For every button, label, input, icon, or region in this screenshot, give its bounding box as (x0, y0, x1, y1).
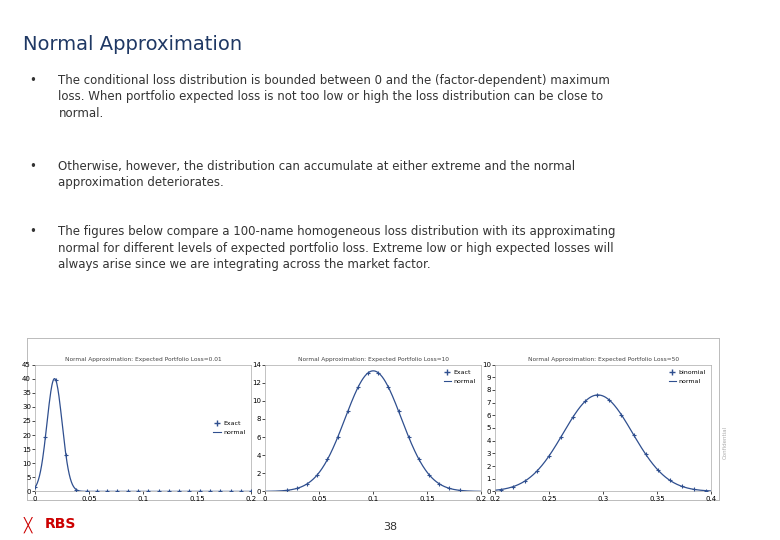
Title: Normal Approximation: Expected Portfolio Loss=50: Normal Approximation: Expected Portfolio… (528, 357, 679, 362)
Point (291, 484, 303, 492)
Point (651, 465, 664, 474)
Point (235, 487, 247, 496)
Point (640, 450, 652, 458)
Text: Confidential: Confidential (723, 426, 728, 460)
Point (225, 487, 237, 496)
Point (112, 487, 124, 496)
Point (603, 396, 615, 404)
Point (392, 407, 405, 416)
Point (39, 433, 51, 442)
Point (342, 407, 354, 416)
Point (495, 485, 507, 494)
Point (423, 470, 435, 479)
Point (311, 470, 324, 479)
Point (675, 482, 688, 491)
Title: Normal Approximation: Expected Portfolio Loss=0.01: Normal Approximation: Expected Portfolio… (65, 357, 222, 362)
Legend: binomial, normal: binomial, normal (666, 368, 708, 387)
Point (615, 410, 628, 419)
Point (372, 368, 385, 377)
Point (413, 455, 425, 464)
Point (567, 413, 580, 421)
Text: •: • (30, 160, 37, 173)
Text: RBS: RBS (44, 517, 76, 531)
Point (162, 487, 175, 496)
Point (519, 477, 531, 485)
Text: •: • (30, 74, 37, 87)
Point (700, 487, 712, 495)
Point (443, 484, 456, 492)
Text: ╳: ╳ (23, 516, 37, 532)
Point (301, 480, 314, 488)
Text: •: • (30, 338, 36, 348)
Text: 38: 38 (383, 522, 397, 531)
Point (60, 451, 73, 460)
Point (132, 487, 144, 496)
Point (321, 455, 334, 464)
Text: •: • (30, 225, 37, 238)
Point (183, 487, 196, 496)
Point (543, 451, 555, 460)
Point (101, 487, 113, 496)
Point (245, 487, 257, 496)
Point (453, 486, 466, 495)
Text: (Note that these figures are qualitative comparisons only, where discrete distri: (Note that these figures are qualitative… (58, 338, 628, 361)
Point (555, 433, 567, 441)
Point (402, 433, 415, 442)
Point (281, 486, 293, 495)
Point (688, 485, 700, 494)
Text: The conditional loss distribution is bounded between 0 and the (factor-dependent: The conditional loss distribution is bou… (58, 74, 611, 120)
Point (382, 383, 395, 391)
Point (506, 482, 519, 491)
Point (142, 487, 154, 496)
Point (627, 430, 640, 439)
Point (193, 487, 206, 496)
Point (173, 487, 186, 496)
Point (664, 476, 676, 484)
Point (433, 480, 445, 488)
Point (579, 397, 591, 406)
Point (152, 487, 165, 496)
Point (29, 483, 41, 491)
Point (204, 487, 216, 496)
Point (80, 487, 93, 496)
Point (352, 383, 364, 391)
Legend: Exact, normal: Exact, normal (211, 418, 248, 437)
Point (49, 375, 62, 384)
Point (90, 487, 103, 496)
Point (332, 433, 344, 442)
Point (362, 368, 374, 377)
Legend: Exact, normal: Exact, normal (441, 368, 478, 387)
Title: Normal Approximation: Expected Portfolio Loss=10: Normal Approximation: Expected Portfolio… (298, 357, 448, 362)
Point (530, 467, 543, 475)
Text: Normal Approximation: Normal Approximation (23, 35, 243, 54)
Point (214, 487, 226, 496)
Point (122, 487, 134, 496)
Text: Otherwise, however, the distribution can accumulate at either extreme and the no: Otherwise, however, the distribution can… (58, 160, 576, 190)
Point (591, 390, 604, 399)
Text: The figures below compare a 100-name homogeneous loss distribution with its appr: The figures below compare a 100-name hom… (58, 225, 616, 271)
Point (70, 485, 83, 494)
